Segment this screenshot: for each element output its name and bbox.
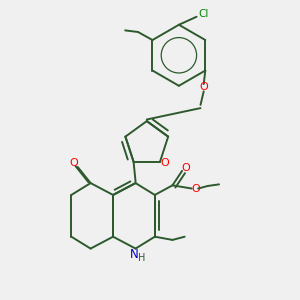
Text: O: O bbox=[70, 158, 78, 167]
Text: O: O bbox=[199, 82, 208, 92]
Text: N: N bbox=[130, 248, 138, 261]
Text: O: O bbox=[160, 158, 169, 168]
Text: Cl: Cl bbox=[198, 9, 209, 19]
Text: O: O bbox=[191, 184, 200, 194]
Text: O: O bbox=[182, 163, 190, 173]
Text: H: H bbox=[138, 253, 146, 262]
